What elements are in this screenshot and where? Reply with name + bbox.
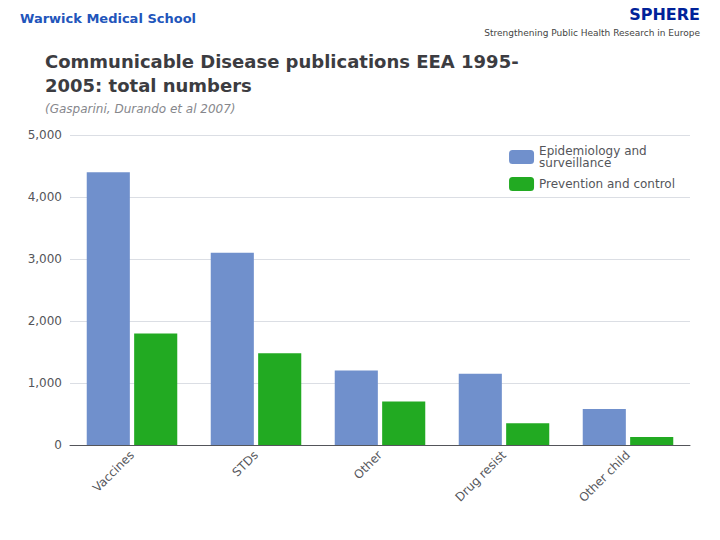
svg-text:3,000: 3,000 xyxy=(28,252,62,266)
svg-text:STDs: STDs xyxy=(230,448,261,479)
svg-text:2,000: 2,000 xyxy=(28,314,62,328)
svg-text:Epidemiology and: Epidemiology and xyxy=(539,144,647,158)
svg-text:Other: Other xyxy=(351,448,385,482)
svg-text:2005: total numbers: 2005: total numbers xyxy=(45,75,252,96)
svg-text:Vaccines: Vaccines xyxy=(90,448,137,495)
svg-text:surveillance: surveillance xyxy=(539,156,611,170)
svg-text:5,000: 5,000 xyxy=(28,128,62,142)
svg-text:Other child: Other child xyxy=(576,448,633,505)
svg-text:SPHERE: SPHERE xyxy=(629,5,700,24)
svg-text:Strengthening Public Health Re: Strengthening Public Health Research in … xyxy=(484,28,700,38)
svg-text:Communicable Disease publicati: Communicable Disease publications EEA 19… xyxy=(45,51,519,72)
svg-text:1,000: 1,000 xyxy=(28,376,62,390)
svg-text:(Gasparini, Durando et al 2007: (Gasparini, Durando et al 2007) xyxy=(45,102,236,116)
svg-text:0: 0 xyxy=(54,438,62,452)
svg-text:4,000: 4,000 xyxy=(28,190,62,204)
svg-text:Prevention and control: Prevention and control xyxy=(539,177,675,191)
svg-text:Drug resist: Drug resist xyxy=(453,448,510,505)
svg-text:Warwick Medical School: Warwick Medical School xyxy=(20,11,196,26)
